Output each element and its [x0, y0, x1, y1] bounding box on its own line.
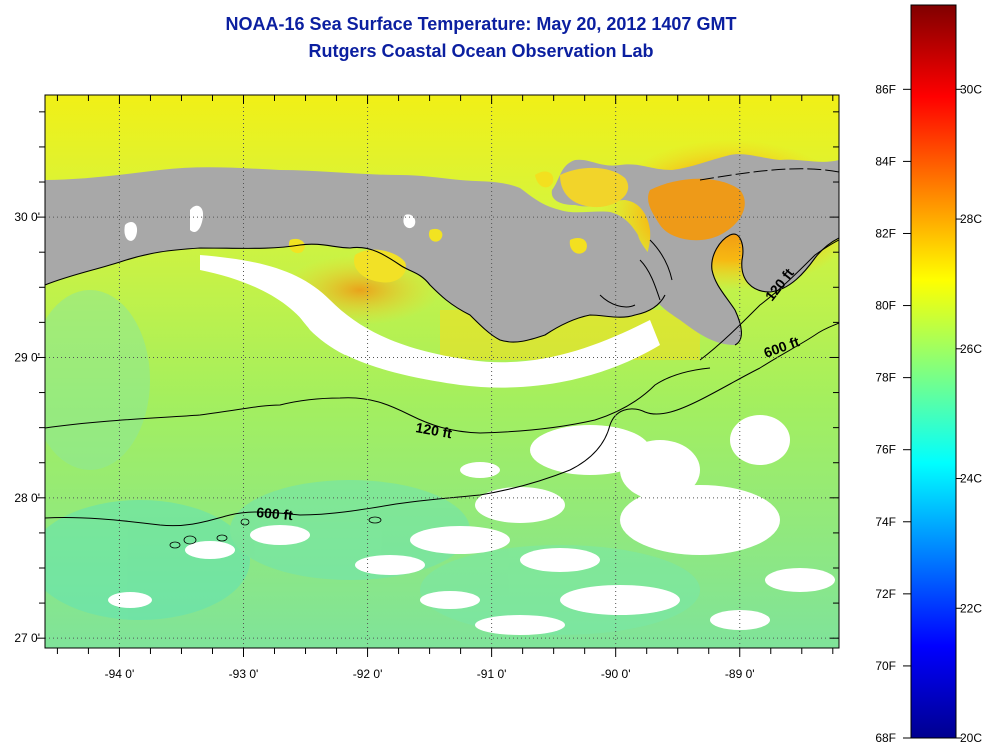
- colorbar-label-f: 68F: [875, 731, 896, 745]
- lat-tick-label: 30 0': [14, 210, 40, 224]
- colorbar-label-c: 22C: [960, 601, 982, 615]
- colorbar-ticks: 86F 84F 82F 80F 78F 76F 74F 72F 70F 68F 30C 28C 26C 2…: [875, 82, 982, 745]
- map-title-line1: NOAA-16 Sea Surface Temperature: May 20,…: [225, 14, 737, 34]
- lon-tick-label: -89 0': [725, 667, 755, 681]
- map-title-line2: Rutgers Coastal Ocean Observation Lab: [308, 41, 654, 61]
- colorbar-label-f: 78F: [875, 371, 896, 385]
- colorbar-label-c: 28C: [960, 212, 982, 226]
- colorbar-label-f: 86F: [875, 82, 896, 96]
- colorbar-label-f: 82F: [875, 226, 896, 240]
- contour-600ft-east: [759, 322, 839, 369]
- lon-tick-label: -92 0': [353, 667, 383, 681]
- land-louisiana: [45, 95, 839, 345]
- coastline: [45, 233, 839, 346]
- lon-tick-label: -90 0': [601, 667, 631, 681]
- map-frame: [44, 94, 840, 649]
- lat-tick-label: 27 0': [14, 631, 40, 645]
- lat-tick-label: 29 0': [14, 350, 40, 364]
- contour-label-600ft-west: 600 ft: [256, 504, 294, 523]
- contour-120ft-east: [699, 239, 839, 361]
- colorbar-label-f: 76F: [875, 443, 896, 457]
- colorbar-label-f: 84F: [875, 154, 896, 168]
- colorbar-label-c: 26C: [960, 342, 982, 356]
- colorbar-label-c: 30C: [960, 82, 982, 96]
- colorbar-label-f: 74F: [875, 515, 896, 529]
- gridlines: [45, 95, 839, 648]
- lon-tick-label: -93 0': [229, 667, 259, 681]
- map-axes: 27 0' 28 0' 29 0' 30 0' -94 0' -93 0' -92 0' -9…: [14, 95, 839, 681]
- map-area: [45, 95, 839, 648]
- lon-tick-label: -91 0': [477, 667, 507, 681]
- colorbar-label-f: 80F: [875, 299, 896, 313]
- colorbar: [910, 4, 957, 739]
- contour-600ft-west: [45, 367, 761, 527]
- colorbar-label-f: 72F: [875, 587, 896, 601]
- cloud-mask: [108, 255, 835, 635]
- contour-label-120ft-west: 120 ft: [414, 419, 453, 441]
- colorbar-label-c: 24C: [960, 472, 982, 486]
- lon-tick-label: -94 0': [105, 667, 135, 681]
- contour-120ft-west: [45, 367, 711, 434]
- lat-tick-label: 28 0': [14, 491, 40, 505]
- colorbar-label-f: 70F: [875, 659, 896, 673]
- colorbar-label-c: 20C: [960, 731, 982, 745]
